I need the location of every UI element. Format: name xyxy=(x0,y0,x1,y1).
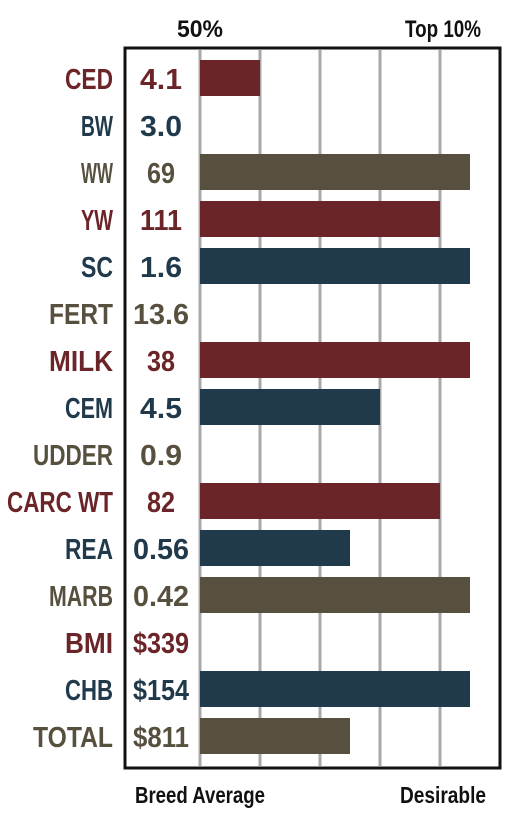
bars-group xyxy=(200,60,470,754)
bar-carc-wt xyxy=(200,483,440,519)
bar-ww xyxy=(200,154,470,190)
value-label: 13.6 xyxy=(133,299,189,331)
header-label-50pct: 50% xyxy=(177,16,223,43)
value-label: 69 xyxy=(147,158,175,190)
trait-label: SC xyxy=(81,252,113,284)
value-label: 0.56 xyxy=(133,534,189,566)
trait-label: CARC WT xyxy=(7,487,113,519)
trait-labels-group: CED BW WW YW SC FERT MILK CEM UDDER CARC WT REA MAR… xyxy=(7,64,113,754)
trait-label: CED xyxy=(65,64,113,96)
trait-label: YW xyxy=(81,205,113,237)
trait-label: REA xyxy=(65,534,113,566)
bar-cem xyxy=(200,389,380,425)
value-label: 1.6 xyxy=(140,252,182,284)
trait-label: CEM xyxy=(65,393,113,425)
bar-yw xyxy=(200,201,440,237)
value-labels-group: 4.1 3.0 69 111 1.6 13.6 38 4.5 0.9 82 0.56 0.42 $339… xyxy=(133,64,189,754)
trait-label: TOTAL xyxy=(33,722,113,754)
value-label: $339 xyxy=(133,628,189,660)
header-label-top10: Top 10% xyxy=(405,16,481,43)
bar-milk xyxy=(200,342,470,378)
value-label: 4.5 xyxy=(140,393,182,425)
trait-label: BMI xyxy=(65,628,113,660)
value-label: 4.1 xyxy=(140,64,182,96)
value-label: 3.0 xyxy=(140,111,182,143)
footer-label-desirable: Desirable xyxy=(400,782,486,808)
trait-label: BW xyxy=(81,111,113,143)
value-label: 0.9 xyxy=(140,440,182,472)
bar-chb xyxy=(200,671,470,707)
trait-label: MARB xyxy=(49,581,113,613)
value-label: $811 xyxy=(133,722,189,754)
trait-label: CHB xyxy=(65,675,113,707)
trait-label: WW xyxy=(81,158,113,190)
bar-ced xyxy=(200,60,260,96)
value-label: 0.42 xyxy=(133,581,189,613)
bar-marb xyxy=(200,577,470,613)
value-label: 38 xyxy=(147,346,175,378)
trait-label: MILK xyxy=(49,346,113,378)
value-label: 82 xyxy=(147,487,175,519)
footer-label-breed-average: Breed Average xyxy=(135,782,265,808)
trait-label: FERT xyxy=(49,299,113,331)
bar-total xyxy=(200,718,350,754)
value-label: $154 xyxy=(133,675,189,707)
bar-sc xyxy=(200,248,470,284)
value-label: 111 xyxy=(140,205,182,237)
trait-label: UDDER xyxy=(33,440,113,472)
chart-frame xyxy=(123,46,502,770)
bar-rea xyxy=(200,530,350,566)
